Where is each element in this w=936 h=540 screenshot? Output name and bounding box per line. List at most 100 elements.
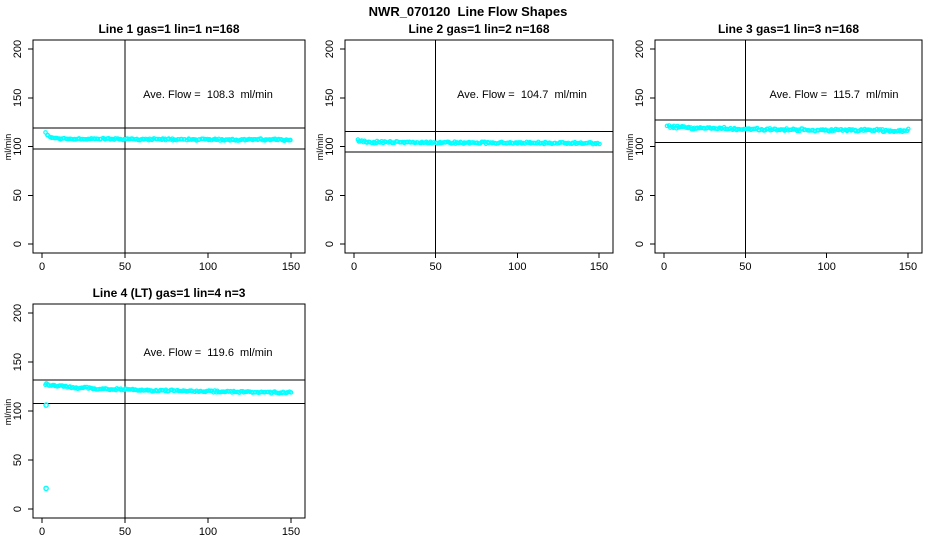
flow-point (887, 128, 893, 133)
flow-point (113, 136, 118, 141)
y-tick-label: 50 (12, 189, 24, 201)
flow-point (95, 136, 101, 142)
plot-frame (654, 39, 923, 254)
y-axis-title-line2: ml/min (315, 133, 325, 161)
flow-point (597, 141, 602, 147)
flow-point (260, 137, 266, 143)
flow-point (683, 125, 689, 130)
flow-point (288, 390, 294, 395)
y-tick-label: 100 (634, 137, 646, 155)
plot-title-line3: Line 3 gas=1 lin=3 n=168 (717, 22, 860, 36)
x-tick-label: 150 (899, 261, 917, 273)
flow-point (902, 128, 908, 134)
flow-point (149, 389, 155, 394)
x-tick-label: 100 (199, 526, 217, 538)
flow-point (681, 124, 687, 129)
flow-point (830, 128, 835, 134)
y-tick-label: 0 (324, 241, 336, 247)
flow-point (288, 137, 293, 143)
y-tick-label: 150 (634, 89, 646, 107)
y-tick-label: 50 (324, 189, 336, 201)
y-tick-label: 0 (12, 506, 24, 512)
flow-point (155, 136, 160, 142)
x-tick-label: 50 (119, 526, 131, 538)
x-tick-label: 0 (39, 526, 45, 538)
y-tick-label: 50 (634, 189, 646, 201)
flow-point (209, 137, 214, 143)
flow-point (686, 124, 691, 130)
flow-points (664, 123, 911, 135)
flow-point (225, 137, 231, 142)
plot-frame (32, 303, 306, 519)
x-tick-label: 0 (661, 261, 667, 273)
flow-point (796, 128, 802, 134)
plot-frame (344, 39, 614, 254)
flow-point (256, 136, 261, 142)
y-axis-title-line3: ml/min (625, 133, 635, 161)
x-tick-label: 150 (282, 526, 300, 538)
ave-flow-annotation-line3: Ave. Flow = 115.7 ml/min (769, 89, 899, 101)
y-tick-label: 200 (12, 304, 24, 322)
outlier-point (43, 485, 49, 492)
y-tick-label: 100 (324, 137, 336, 155)
flow-point (905, 126, 911, 132)
flow-point (823, 127, 828, 133)
flow-point (119, 387, 124, 393)
y-tick-label: 100 (12, 402, 24, 420)
plot-frame (32, 39, 306, 254)
plot-title-line2: Line 2 gas=1 lin=2 n=168 (408, 22, 550, 36)
flow-point (276, 136, 281, 142)
y-tick-label: 50 (12, 454, 24, 466)
flow-point (186, 137, 192, 142)
flow-point (705, 125, 710, 130)
y-tick-label: 200 (12, 40, 24, 58)
flow-point (82, 384, 87, 390)
x-tick-label: 50 (739, 261, 751, 273)
y-tick-label: 200 (324, 40, 336, 58)
y-axis-title-line4: ml/min (3, 398, 13, 426)
x-tick-label: 0 (351, 261, 357, 273)
ave-flow-annotation-line2: Ave. Flow = 104.7 ml/min (457, 89, 587, 101)
ave-flow-annotation-line1: Ave. Flow = 108.3 ml/min (143, 89, 273, 101)
subplot-1: 0 50 100 150 0 50 100 150 200 (12, 39, 306, 273)
subplot-2: 0 50 100 150 0 50 100 150 200 (324, 39, 614, 273)
flow-point (557, 140, 563, 145)
y-tick-label: 150 (12, 89, 24, 107)
y-tick-label: 0 (12, 241, 24, 247)
x-tick-label: 50 (119, 261, 131, 273)
x-tick-label: 100 (508, 261, 526, 273)
y-tick-label: 150 (12, 353, 24, 371)
flow-point (372, 140, 377, 146)
x-tick-label: 150 (590, 261, 608, 273)
flow-point (273, 137, 279, 143)
subplot-3: 0 50 100 150 0 50 100 150 200 (634, 39, 923, 273)
flow-points (355, 137, 602, 147)
flow-points (43, 381, 294, 492)
flow-point (883, 127, 889, 133)
x-tick-label: 150 (282, 261, 300, 273)
flow-point (54, 135, 60, 141)
flow-point (552, 140, 558, 146)
plot-title-line4: Line 4 (LT) gas=1 lin=4 n=3 (92, 286, 246, 300)
main-title: NWR_070120 Line Flow Shapes (368, 4, 568, 19)
y-tick-label: 100 (12, 137, 24, 155)
flow-point (877, 127, 883, 132)
ave-flow-annotation-line4: Ave. Flow = 119.6 ml/min (143, 347, 273, 359)
flow-point (196, 137, 202, 142)
y-tick-label: 0 (634, 241, 646, 247)
flow-point (182, 137, 187, 142)
y-axis-title-line1: ml/min (3, 133, 13, 161)
x-tick-label: 0 (39, 261, 45, 273)
plot-title-line1: Line 1 gas=1 lin=1 n=168 (98, 22, 240, 36)
y-tick-label: 150 (324, 89, 336, 107)
flow-point (505, 140, 510, 146)
outlier-point (43, 402, 49, 408)
flow-point (664, 123, 670, 129)
flow-point (440, 140, 446, 145)
flow-points (43, 130, 293, 144)
x-tick-label: 100 (817, 261, 835, 273)
x-tick-label: 50 (430, 261, 442, 273)
x-tick-label: 100 (199, 261, 217, 273)
